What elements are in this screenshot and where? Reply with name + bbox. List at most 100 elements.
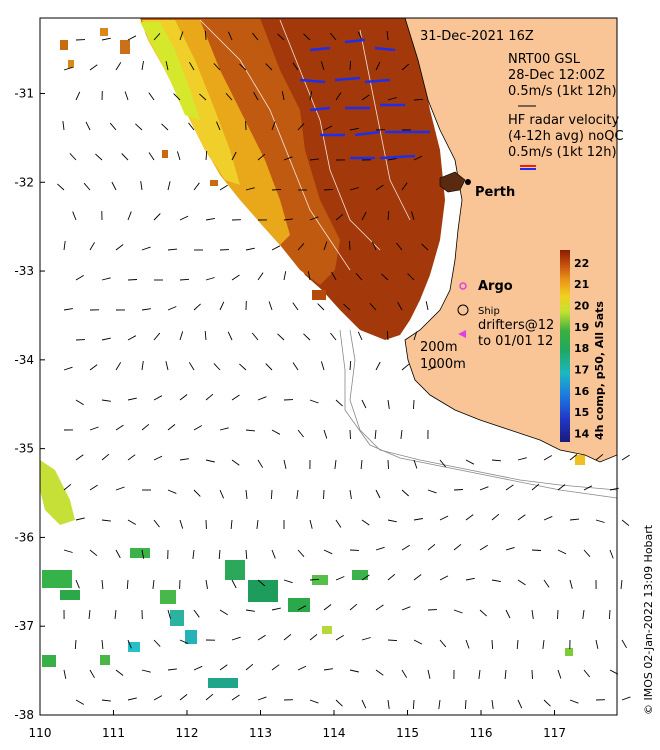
wind-arrow <box>111 181 117 191</box>
wind-arrow <box>193 182 200 191</box>
wind-arrow <box>101 453 110 461</box>
wind-arrow <box>227 331 233 341</box>
wind-arrow <box>331 271 337 281</box>
wind-arrow <box>189 61 195 71</box>
wind-arrow <box>231 151 237 161</box>
wind-arrow <box>271 607 281 611</box>
wind-arrow <box>89 64 98 71</box>
wind-arrow <box>63 66 73 71</box>
wind-arrow <box>543 579 550 588</box>
wind-arrow <box>127 279 138 281</box>
wind-arrow <box>101 399 111 402</box>
wind-arrow <box>309 578 320 581</box>
wind-arrow <box>205 579 208 589</box>
lat-tick-label: -33 <box>14 264 34 278</box>
ship-label: Ship <box>478 306 500 317</box>
contour-label-200m: 200m <box>420 340 457 355</box>
wind-arrow <box>127 639 132 649</box>
wind-arrow <box>115 424 124 431</box>
wind-arrow <box>401 182 408 191</box>
contour-label-1000m: 1000m <box>420 357 466 372</box>
wind-arrow <box>413 98 424 101</box>
wind-arrow <box>583 485 593 491</box>
wind-arrow <box>569 579 573 589</box>
wind-arrow <box>153 455 163 461</box>
wind-arrow <box>387 519 397 523</box>
wind-arrow <box>245 187 255 191</box>
wind-arrow <box>265 363 273 371</box>
wind-arrow <box>89 484 98 491</box>
wind-arrow <box>569 699 579 704</box>
wind-arrow <box>153 639 161 647</box>
wind-arrow <box>277 33 285 41</box>
credit-text: © IMOS 02-Jan-2022 13:09 Hobart <box>642 524 655 715</box>
wind-arrow <box>465 514 474 521</box>
wind-arrow <box>361 637 371 641</box>
hf-radar-arrows <box>299 38 430 160</box>
wind-arrow <box>335 399 343 407</box>
wind-arrow <box>323 125 333 131</box>
wind-arrow <box>141 61 144 71</box>
wind-arrows <box>57 30 631 710</box>
wind-arrow <box>323 549 333 555</box>
hf-legend-subtitle: (4-12h avg) noQC <box>508 129 624 144</box>
wind-arrow <box>517 699 523 709</box>
wind-arrow <box>421 243 429 251</box>
wind-arrow <box>583 549 591 558</box>
wind-arrow <box>231 636 241 641</box>
wind-arrow <box>57 183 65 191</box>
wind-arrow <box>323 429 328 439</box>
city-label-perth: Perth <box>475 185 515 200</box>
wind-arrow <box>349 187 359 191</box>
wind-arrow <box>361 574 370 581</box>
wind-arrow <box>245 489 248 499</box>
wind-arrow <box>317 303 325 311</box>
lat-tick-label: -37 <box>14 619 34 633</box>
wind-arrow <box>219 427 229 431</box>
wind-arrow <box>320 361 325 371</box>
wind-arrow <box>491 513 500 521</box>
wind-arrow <box>63 483 72 491</box>
wind-arrow <box>283 459 287 469</box>
wind-arrow <box>109 122 117 131</box>
colorbar-tick-label: 17 <box>574 363 589 376</box>
wind-arrow <box>439 575 449 581</box>
wind-arrow <box>188 122 195 131</box>
wind-arrow <box>595 519 605 523</box>
wind-arrow <box>361 519 370 526</box>
wind-arrow <box>253 91 259 101</box>
hf-legend-title: HF radar velocity <box>508 113 620 128</box>
wind-arrow <box>153 695 163 701</box>
wind-arrow <box>309 216 319 221</box>
wind-arrow <box>101 519 111 522</box>
wind-arrow <box>121 153 129 161</box>
wind-arrow <box>401 669 408 678</box>
wind-arrow <box>335 92 342 101</box>
wind-arrow <box>349 669 359 673</box>
wind-arrow <box>374 429 377 440</box>
lon-tick-label: 113 <box>249 726 272 740</box>
wind-arrow <box>127 697 137 701</box>
wind-arrow <box>557 549 567 555</box>
wind-arrow <box>439 459 447 468</box>
wind-arrow <box>375 604 384 611</box>
lon-tick-label: 116 <box>470 726 493 740</box>
colorbar-tick-label: 18 <box>574 342 589 355</box>
wind-arrow <box>517 579 526 586</box>
wind-arrow <box>271 121 276 131</box>
wind-arrow <box>438 699 441 709</box>
wind-arrow <box>204 330 207 341</box>
wind-arrow <box>407 273 415 281</box>
wind-arrow <box>268 301 273 311</box>
wind-arrow <box>439 515 449 521</box>
wind-arrow <box>335 576 345 581</box>
wind-arrow <box>375 546 385 551</box>
wind-legend-scale: 0.5m/s (1kt 12h) <box>508 84 617 99</box>
wind-arrow <box>369 302 377 311</box>
wind-arrow <box>303 333 311 341</box>
argo-marker <box>459 282 467 290</box>
wind-arrow <box>199 93 207 101</box>
wind-arrow <box>413 459 418 469</box>
wind-arrow <box>239 63 247 71</box>
wind-arrow <box>357 31 363 41</box>
